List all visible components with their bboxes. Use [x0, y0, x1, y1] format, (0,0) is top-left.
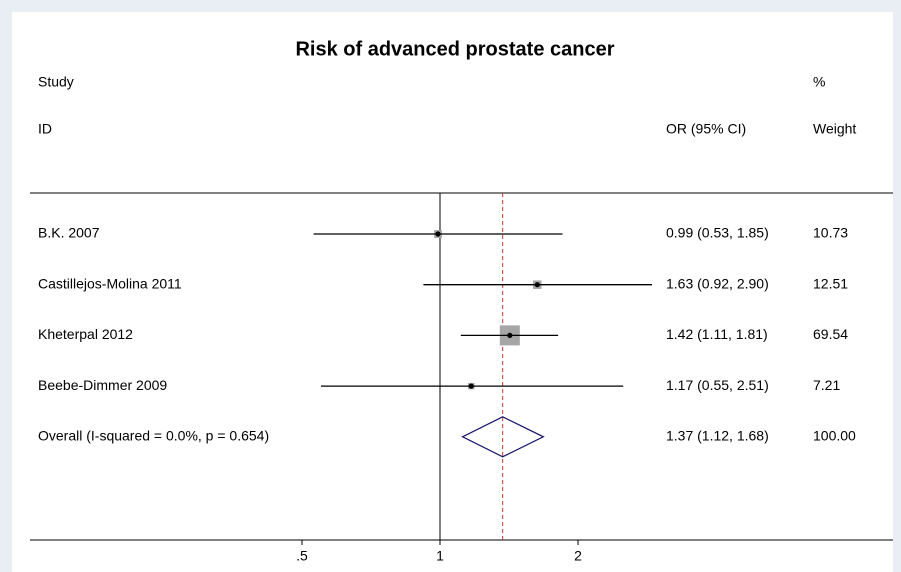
- plot-background: [12, 12, 893, 572]
- weight-label: 10.73: [813, 225, 848, 241]
- x-tick-label: 1: [436, 548, 444, 564]
- study-label: Castillejos-Molina 2011: [38, 275, 182, 291]
- x-tick-label: .5: [296, 548, 308, 564]
- weight-label: 69.54: [813, 326, 848, 342]
- study-label: Kheterpal 2012: [38, 326, 133, 342]
- ci-label: 1.37 (1.12, 1.68): [666, 428, 769, 444]
- overall-label: Overall (I-squared = 0.0%, p = 0.654): [38, 428, 269, 444]
- ci-label: 1.42 (1.11, 1.81): [666, 326, 768, 342]
- ci-label: 1.17 (0.55, 2.51): [666, 377, 769, 393]
- ci-label: 0.99 (0.53, 1.85): [666, 225, 769, 241]
- header: Study: [38, 74, 74, 90]
- ci-label: 1.63 (0.92, 2.90): [666, 275, 769, 291]
- weight-label: 7.21: [813, 377, 840, 393]
- header: ID: [38, 121, 52, 137]
- study-label: B.K. 2007: [38, 225, 100, 241]
- point-estimate: [468, 383, 474, 389]
- header: OR (95% CI): [666, 121, 746, 137]
- header: Weight: [813, 121, 856, 137]
- chart-title: Risk of advanced prostate cancer: [295, 38, 614, 60]
- header: %: [813, 74, 825, 90]
- point-estimate: [507, 332, 513, 338]
- point-estimate: [435, 231, 441, 237]
- point-estimate: [534, 282, 540, 288]
- weight-label: 12.51: [813, 275, 848, 291]
- overall-diamond: [461, 416, 545, 458]
- study-label: Beebe-Dimmer 2009: [38, 377, 167, 393]
- x-tick-label: 2: [574, 548, 582, 564]
- weight-label: 100.00: [813, 428, 856, 444]
